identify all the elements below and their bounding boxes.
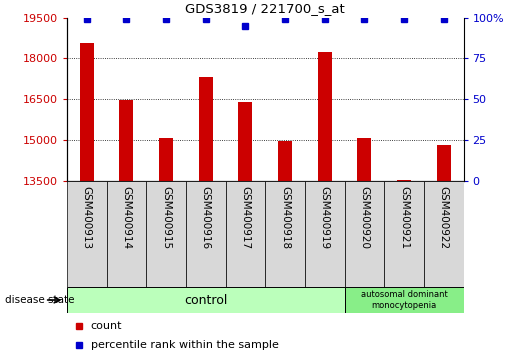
Bar — [67, 181, 107, 287]
Title: GDS3819 / 221700_s_at: GDS3819 / 221700_s_at — [185, 2, 345, 15]
Text: GSM400918: GSM400918 — [280, 186, 290, 249]
Text: GSM400922: GSM400922 — [439, 186, 449, 249]
Bar — [437, 145, 451, 181]
Bar — [357, 138, 371, 181]
Text: GSM400919: GSM400919 — [320, 186, 330, 249]
Bar — [238, 102, 252, 181]
Text: GSM400913: GSM400913 — [82, 186, 92, 249]
Bar — [345, 287, 464, 313]
Bar — [80, 44, 94, 181]
Text: control: control — [184, 293, 228, 307]
Text: autosomal dominant
monocytopenia: autosomal dominant monocytopenia — [360, 290, 448, 310]
Text: GSM400914: GSM400914 — [122, 186, 131, 249]
Bar — [397, 180, 411, 181]
Text: percentile rank within the sample: percentile rank within the sample — [91, 341, 279, 350]
Bar — [107, 181, 146, 287]
Text: count: count — [91, 321, 122, 331]
Bar — [199, 78, 213, 181]
Bar — [345, 181, 384, 287]
Bar — [318, 52, 332, 181]
Bar — [278, 141, 292, 181]
Bar — [305, 181, 345, 287]
Bar — [119, 101, 133, 181]
Bar — [226, 181, 265, 287]
Bar — [146, 181, 186, 287]
Text: GSM400921: GSM400921 — [399, 186, 409, 249]
Bar — [424, 181, 464, 287]
Bar — [159, 138, 173, 181]
Bar — [265, 181, 305, 287]
Text: GSM400917: GSM400917 — [241, 186, 250, 249]
Text: GSM400915: GSM400915 — [161, 186, 171, 249]
Text: disease state: disease state — [5, 295, 75, 305]
Bar — [384, 181, 424, 287]
Bar — [67, 287, 345, 313]
Text: GSM400920: GSM400920 — [359, 186, 369, 249]
Bar — [186, 181, 226, 287]
Text: GSM400916: GSM400916 — [201, 186, 211, 249]
